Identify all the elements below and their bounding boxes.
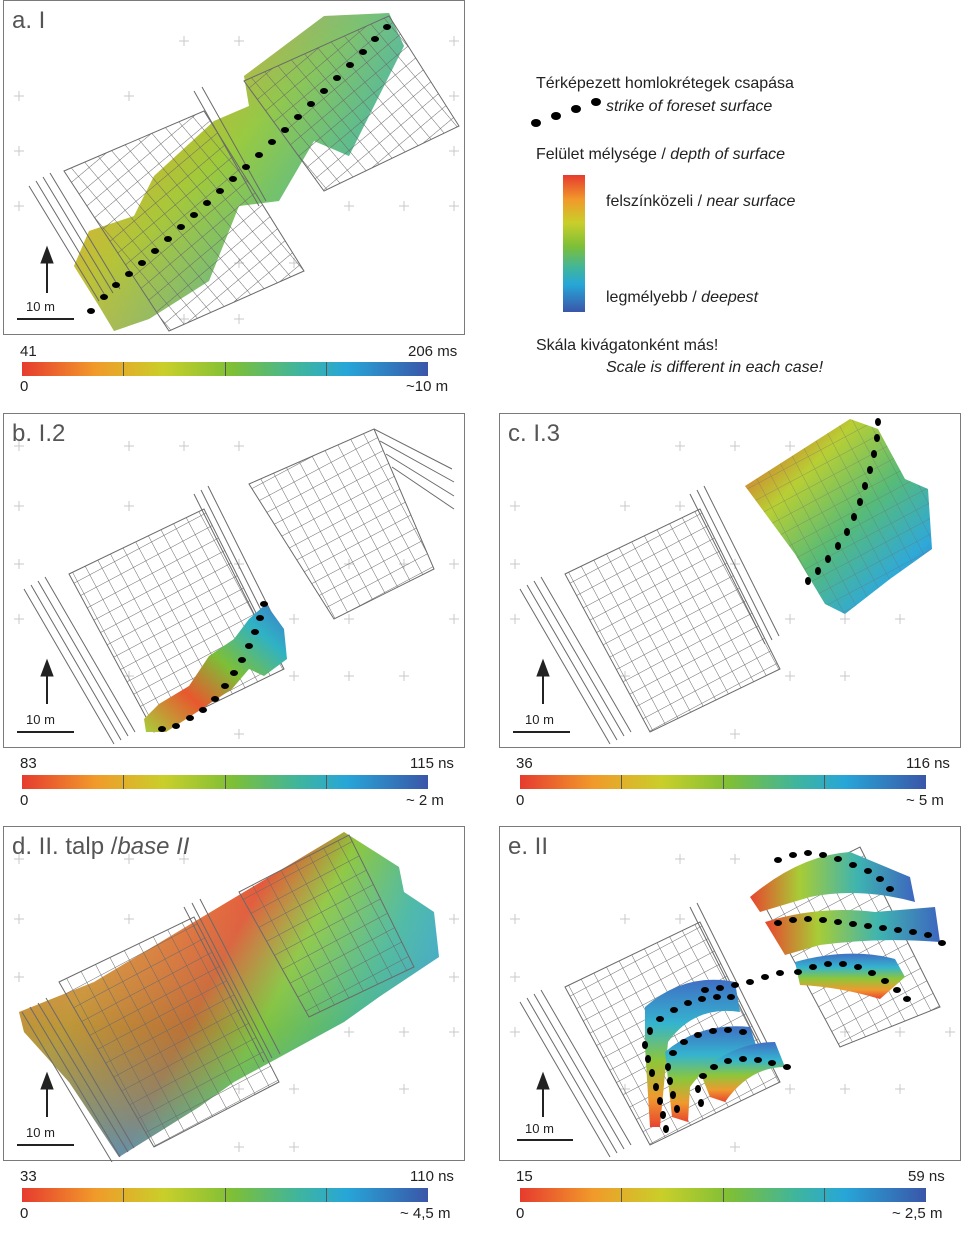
colorbar-e-depth-min: 0 [516, 1205, 525, 1222]
colorbar-b-max: 115 ns [410, 755, 454, 772]
legend-deep-en: deepest [701, 289, 759, 306]
surface-e-band-1 [645, 979, 740, 1127]
colorbar-b [22, 775, 428, 789]
strike-dots-a [87, 24, 391, 314]
colorbar-a-depth-min: 0 [20, 378, 29, 395]
surface-b [144, 604, 287, 732]
colorbar-c-depth-max: ~ 5 m [906, 792, 944, 809]
colorbar-d [22, 1188, 428, 1202]
colorbar-e-depth-max: ~ 2,5 m [892, 1205, 943, 1222]
surface-e-band-3 [700, 1042, 785, 1102]
colorbar-d-depth-min: 0 [20, 1205, 29, 1222]
colorbar-b-depth-min: 0 [20, 792, 29, 809]
colorbar-b-depth-max: ~ 2 m [406, 792, 444, 809]
panel-b-map [14, 428, 459, 745]
scale-label: 10 m [525, 712, 554, 727]
panel-label-main: d. II. talp / [12, 833, 118, 860]
scale-label: 10 m [26, 1125, 55, 1140]
colorbar-c-min: 36 [516, 755, 533, 772]
scale-label: 10 m [26, 299, 55, 314]
legend-strike-en: strike of foreset surface [606, 98, 773, 115]
colorbar-a [22, 362, 428, 376]
colorbar-e [520, 1188, 926, 1202]
north-arrow [40, 658, 54, 704]
colorbar-a-max: 206 ms [408, 343, 458, 360]
panel-label: e. II [508, 833, 549, 860]
panel-e: e. II 10 m [499, 826, 961, 1161]
north-arrow [40, 1071, 54, 1117]
legend-strike-hu: Térképezett homlokrétegek csapása [536, 75, 794, 92]
colorbar-e-min: 15 [516, 1168, 533, 1185]
colorbar-e-max: 59 ns [908, 1168, 945, 1185]
panel-c: c. I.3 10 m [499, 413, 961, 748]
colorbar-d-depth-max: ~ 4,5 m [400, 1205, 451, 1222]
legend-depth-hu: Felület mélysége / [536, 146, 666, 163]
legend-near-en: near surface [706, 193, 796, 210]
panel-a-map [14, 13, 460, 332]
legend-dots-icon [531, 98, 601, 127]
scale-label: 10 m [26, 712, 55, 727]
panel-a: a. I 10 m [3, 0, 465, 335]
colorbar-c [520, 775, 926, 789]
panel-b: b. I.2 10 m [3, 413, 465, 748]
colorbar-d-max: 110 ns [410, 1168, 454, 1185]
panel-label: b. I.2 [12, 420, 66, 447]
colorbar-c-max: 116 ns [906, 755, 950, 772]
panel-e-map [510, 846, 955, 1158]
strike-dots-e [642, 850, 946, 1133]
north-arrow [536, 1071, 550, 1117]
legend-colorbar [563, 175, 585, 312]
colorbar-a-depth-max: ~10 m [406, 378, 449, 395]
colorbar-d-min: 33 [20, 1168, 37, 1185]
colorbar-b-min: 83 [20, 755, 37, 772]
strike-dots-c [805, 418, 881, 585]
panel-d: d. II. talp /base II 10 m [3, 826, 465, 1162]
surface-e-band-4 [750, 852, 915, 912]
colorbar-c-depth-min: 0 [516, 792, 525, 809]
panel-label-italic: base II [117, 833, 190, 860]
panel-d-map [14, 832, 459, 1162]
panel-label: d. II. talp /base II [12, 833, 189, 861]
surface-e-band-6 [795, 953, 905, 999]
panel-label: a. I [12, 7, 46, 34]
colorbar-a-min: 41 [20, 343, 37, 360]
legend-depth-en: depth of surface [670, 146, 786, 163]
legend-near-hu: felszínközeli / [606, 193, 703, 210]
legend-scale-en: Scale is different in each case! [606, 359, 824, 376]
legend-deep-hu: legmélyebb / [606, 289, 697, 306]
scale-label: 10 m [525, 1121, 554, 1136]
panel-label: c. I.3 [508, 420, 561, 447]
north-arrow [536, 658, 550, 704]
north-arrow [40, 245, 54, 293]
legend-scale-hu: Skála kivágatonként más! [536, 337, 719, 354]
strike-dots-b [158, 601, 268, 732]
panel-c-map [510, 418, 932, 745]
